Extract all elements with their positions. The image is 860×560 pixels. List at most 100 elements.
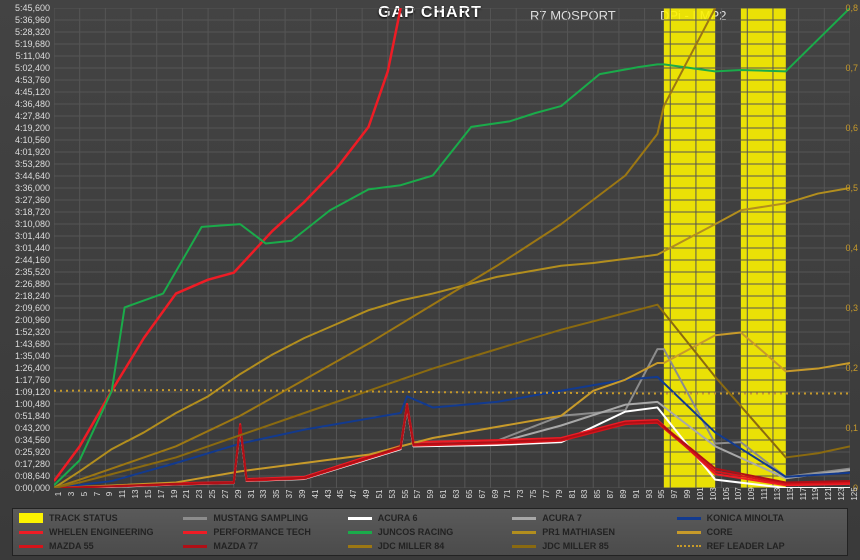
legend-label: REF LEADER LAP [707,541,785,551]
x-tick-label: 59 [426,490,435,499]
y2-tick-label: 0,6 [845,123,858,133]
legend-item: MAZDA 55 [19,539,183,553]
x-tick-label: 81 [568,490,577,499]
x-tick-label: 53 [388,490,397,499]
x-tick-label: 109 [747,487,756,500]
legend: TRACK STATUSMUSTANG SAMPLINGACURA 6ACURA… [12,508,848,556]
y2-tick-label: 0,5 [845,183,858,193]
legend-label: TRACK STATUS [49,513,118,523]
x-tick-label: 55 [401,490,410,499]
y-tick-label: 4:45,120 [2,87,50,97]
y-tick-label: 5:45,600 [2,3,50,13]
legend-swatch [512,531,536,534]
x-tick-label: 61 [439,490,448,499]
legend-label: MAZDA 55 [49,541,94,551]
x-tick-label: 97 [670,490,679,499]
x-tick-label: 75 [529,490,538,499]
x-tick-label: 27 [221,490,230,499]
x-tick-label: 73 [516,490,525,499]
legend-label: JDC MILLER 85 [542,541,609,551]
legend-swatch [348,531,372,534]
legend-swatch [183,531,207,534]
plot-area [54,8,850,488]
x-tick-label: 113 [773,488,782,501]
x-tick-label: 67 [478,490,487,499]
y-tick-label: 1:52,320 [2,327,50,337]
y-tick-label: 0:17,280 [2,459,50,469]
legend-item: TRACK STATUS [19,511,183,525]
y-tick-label: 3:01,440 [2,231,50,241]
y-tick-label: 1:09,120 [2,387,50,397]
x-tick-label: 45 [336,490,345,499]
x-tick-label: 31 [247,490,256,499]
legend-item: REF LEADER LAP [677,539,841,553]
legend-item: WHELEN ENGINEERING [19,525,183,539]
legend-label: KONICA MINOLTA [707,513,784,523]
legend-swatch [348,517,372,520]
gridlines [54,8,850,488]
y-tick-label: 5:36,960 [2,15,50,25]
y-tick-label: 2:00,960 [2,315,50,325]
x-tick-label: 105 [722,487,731,500]
y-tick-label: 0:34,560 [2,435,50,445]
x-tick-label: 29 [234,490,243,499]
x-tick-label: 25 [208,490,217,499]
x-tick-label: 115 [786,488,795,501]
x-tick-label: 91 [632,490,641,499]
legend-swatch [677,531,701,534]
x-tick-label: 17 [157,490,166,499]
x-tick-label: 65 [465,490,474,499]
legend-swatch [348,545,372,548]
x-tick-label: 83 [580,490,589,499]
x-tick-label: 7 [93,492,102,496]
x-tick-label: 3 [67,492,76,496]
legend-item: MAZDA 77 [183,539,347,553]
y-tick-label: 1:17,760 [2,375,50,385]
x-tick-label: 35 [272,490,281,499]
x-tick-label: 99 [683,490,692,499]
x-tick-label: 47 [349,490,358,499]
y-tick-label: 3:27,360 [2,195,50,205]
y-tick-label: 4:36,480 [2,99,50,109]
x-tick-label: 11 [118,490,127,498]
legend-item: PR1 MATHIASEN [512,525,676,539]
x-tick-label: 121 [824,487,833,500]
legend-item: KONICA MINOLTA [677,511,841,525]
legend-label: MAZDA 77 [213,541,258,551]
legend-swatch [677,545,701,547]
x-tick-label: 21 [182,490,191,499]
x-tick-label: 95 [657,490,666,499]
y-tick-label: 1:35,040 [2,351,50,361]
x-tick-label: 107 [734,487,743,500]
y-tick-label: 3:10,080 [2,219,50,229]
legend-swatch [512,517,536,520]
y-tick-label: 2:09,600 [2,303,50,313]
y-tick-label: 0:08,640 [2,471,50,481]
x-tick-label: 89 [619,490,628,499]
y-tick-label: 4:10,560 [2,135,50,145]
y-tick-label: 0:25,920 [2,447,50,457]
x-tick-label: 111 [760,488,769,500]
y-tick-label: 4:27,840 [2,111,50,121]
y-tick-label: 4:01,920 [2,147,50,157]
y-tick-label: 4:53,760 [2,75,50,85]
y-tick-label: 2:18,240 [2,291,50,301]
x-tick-label: 71 [503,490,512,499]
x-tick-label: 119 [811,488,820,501]
legend-label: MUSTANG SAMPLING [213,513,308,523]
y-tick-label: 5:28,320 [2,27,50,37]
x-tick-label: 85 [593,490,602,499]
x-tick-label: 1 [54,492,63,496]
x-tick-label: 103 [709,487,718,500]
legend-item: ACURA 7 [512,511,676,525]
legend-swatch [512,545,536,548]
x-tick-label: 37 [285,490,294,499]
y2-tick-label: 0,8 [845,3,858,13]
y-tick-label: 3:18,720 [2,207,50,217]
legend-item: JDC MILLER 84 [348,539,512,553]
x-tick-label: 101 [696,487,705,500]
y-tick-label: 0:00,000 [2,483,50,493]
y-tick-label: 2:35,520 [2,267,50,277]
x-tick-label: 87 [606,490,615,499]
legend-item: MUSTANG SAMPLING [183,511,347,525]
